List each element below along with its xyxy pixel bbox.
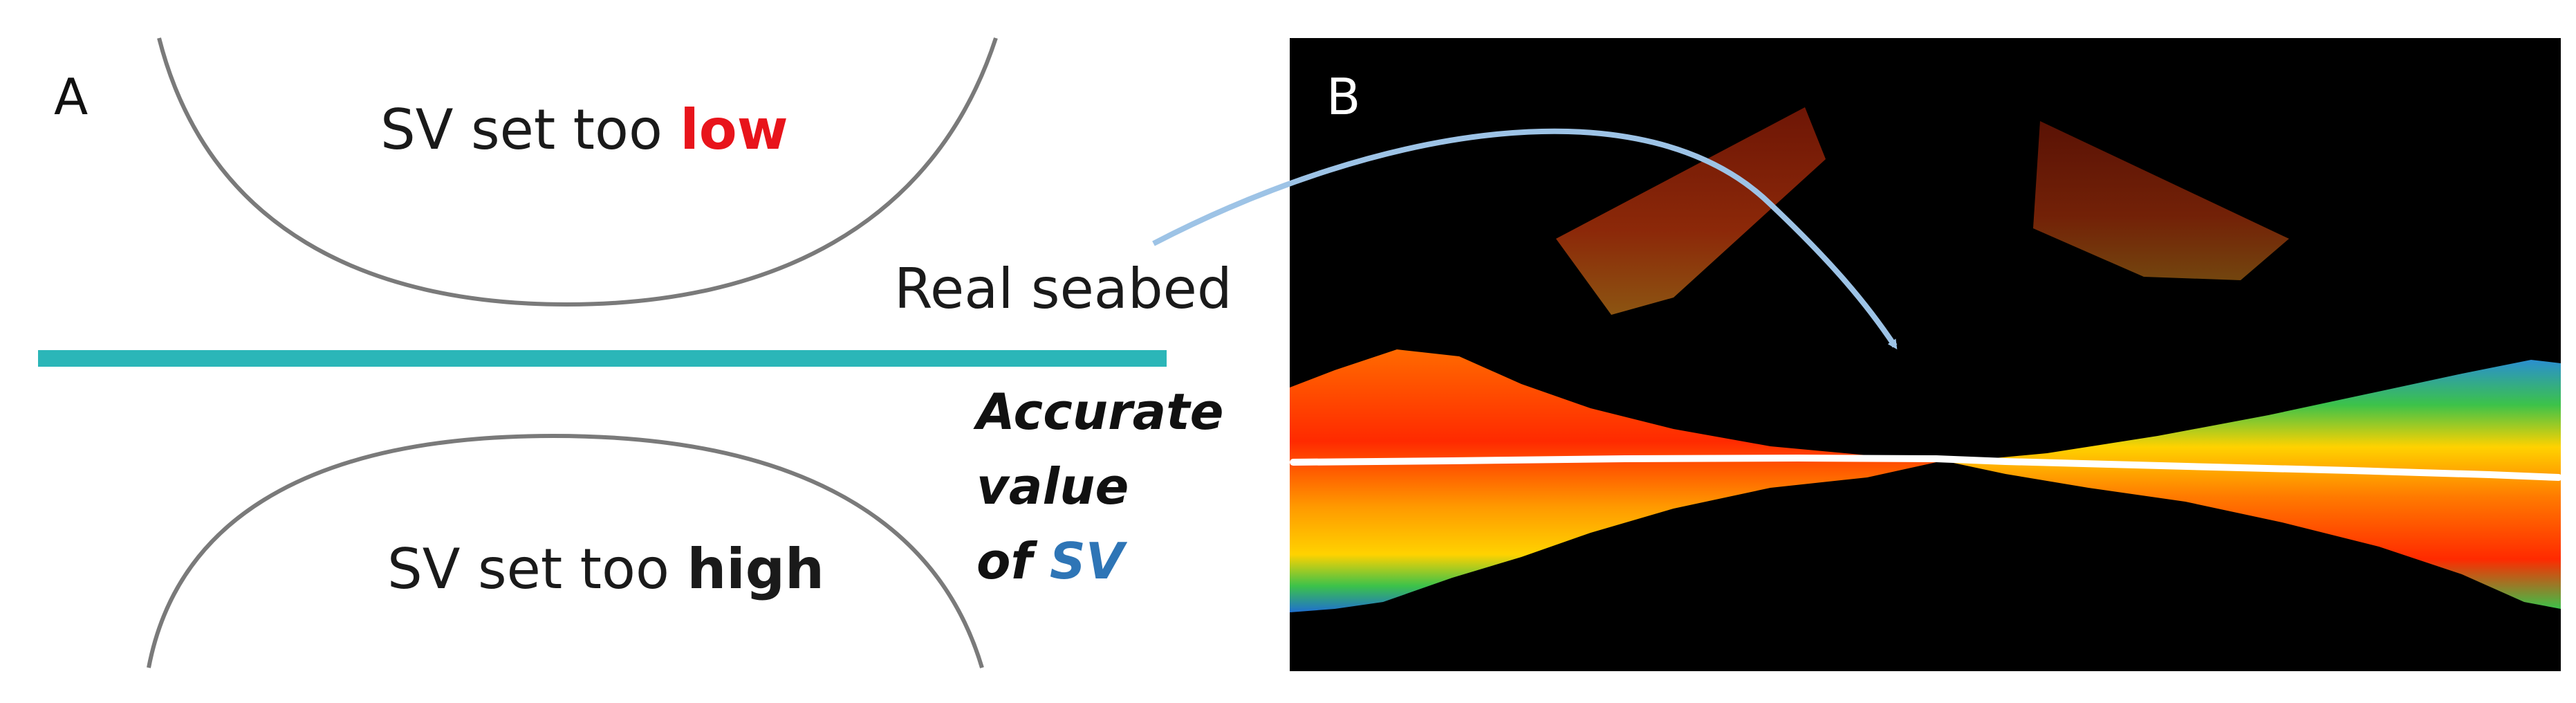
- real-seabed-trace: [1290, 454, 2562, 481]
- panel-a-letter: A: [54, 68, 88, 126]
- swath-right: [1950, 360, 2561, 609]
- sv-too-high-label: SV set too high: [387, 537, 824, 601]
- sv-too-high-curve: [147, 433, 984, 668]
- sv-too-low-curve: [157, 37, 998, 307]
- real-seabed-label: Real seabed: [894, 257, 1232, 321]
- panel-b-letter: B: [1326, 68, 1360, 126]
- sv-too-low-label: SV set too low: [380, 98, 788, 162]
- accurate-value-label: Accurate value of SV: [973, 383, 1223, 590]
- swath-left: [1290, 349, 1936, 612]
- accurate-seabed-line: [38, 350, 1167, 367]
- low-emphasis: low: [680, 98, 788, 162]
- sv-emphasis: SV: [1050, 532, 1128, 590]
- high-emphasis: high: [687, 537, 824, 601]
- real-seabed-arrow: [1152, 128, 1898, 349]
- panel-b-background: [1290, 38, 2561, 671]
- accurate-line-3: of SV: [976, 532, 1128, 590]
- panel-b: B: [1290, 38, 2562, 671]
- accurate-line-1: Accurate: [973, 383, 1223, 441]
- ghost-swath-right: [2033, 121, 2289, 280]
- ghost-swath-left: [1556, 107, 1826, 315]
- panel-a: A SV set too low SV set too high Accurat…: [38, 37, 1223, 668]
- accurate-line-2: value: [976, 457, 1129, 515]
